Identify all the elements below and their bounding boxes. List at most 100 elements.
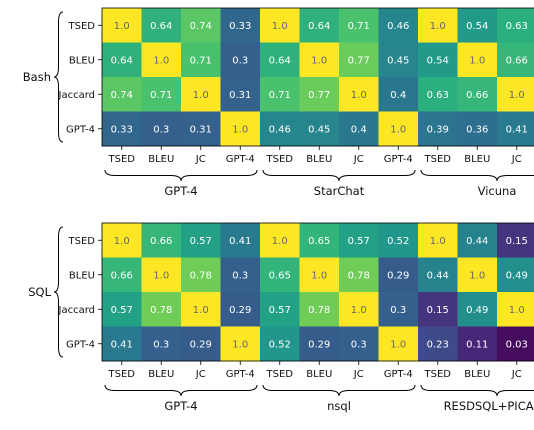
cell-value-label: 1.0 [469, 55, 485, 66]
heatmap-cell [260, 8, 300, 43]
heatmap-cell [260, 257, 300, 293]
cell-value-label: 0.66 [466, 90, 488, 101]
heatmap-cell [141, 111, 182, 147]
y-tick-label: Jaccard [58, 90, 95, 101]
cell-value-label: 0.63 [506, 21, 528, 32]
heatmap-cell [378, 326, 419, 362]
cell-value-label: 0.46 [269, 124, 291, 135]
cell-value-label: 0.3 [232, 55, 248, 66]
cell-value-label: 0.57 [111, 305, 133, 316]
heatmap-cell [497, 42, 534, 78]
heatmap-cell [497, 77, 534, 112]
cell-value-label: 0.66 [111, 270, 133, 281]
panel-label-bash-1: StarChat [314, 184, 365, 198]
cell-value-label: 0.78 [150, 305, 172, 316]
heatmap-frame [101, 222, 534, 362]
heatmap-cell [141, 326, 182, 362]
panel-brace [420, 169, 534, 182]
cell-value-label: 0.65 [269, 270, 291, 281]
cell-value-label: 0.29 [190, 339, 212, 350]
heatmap-cell [299, 8, 340, 43]
cell-value-label: 1.0 [509, 305, 525, 316]
heatmap-cell [378, 77, 419, 112]
x-tick-label: JC [195, 154, 206, 165]
cell-value-label: 0.74 [111, 90, 133, 101]
y-tick-label: TSED [68, 236, 96, 247]
heatmap-cell [220, 111, 261, 147]
heatmap-cell [102, 111, 142, 147]
cell-value-label: 0.66 [506, 55, 528, 66]
heatmap-cell [378, 292, 419, 327]
x-tick-label: TSED [108, 154, 136, 165]
heatmap-cell [220, 223, 261, 258]
cell-value-label: 0.64 [269, 55, 291, 66]
cell-value-label: 0.29 [229, 305, 251, 316]
heatmap-cell [181, 77, 221, 112]
cell-value-label: 1.0 [114, 21, 130, 32]
heatmap-cell [378, 257, 419, 293]
heatmap-cell [339, 8, 379, 43]
cell-value-label: 0.65 [308, 236, 330, 247]
cell-value-label: 1.0 [509, 90, 525, 101]
heatmap-cell [141, 8, 182, 43]
heatmap-cell [497, 223, 534, 258]
cell-value-label: 0.77 [308, 90, 330, 101]
heatmap-cell [299, 111, 340, 147]
cell-value-label: 1.0 [311, 55, 327, 66]
x-tick-label: BLEU [464, 154, 490, 165]
cell-value-label: 0.41 [506, 124, 528, 135]
heatmap-cell [260, 223, 300, 258]
cell-value-label: 1.0 [390, 339, 406, 350]
group-label-bash: Bash [23, 70, 51, 84]
cell-value-label: 0.41 [229, 236, 251, 247]
cell-value-label: 1.0 [153, 270, 169, 281]
heatmap-cell [181, 8, 221, 43]
cell-value-label: 0.49 [506, 270, 528, 281]
heatmap-cell [220, 77, 261, 112]
cell-value-label: 0.33 [111, 124, 133, 135]
heatmap-cell [141, 292, 182, 327]
x-tick-label: BLEU [306, 154, 332, 165]
heatmap-cell [181, 257, 221, 293]
cell-value-label: 0.44 [466, 236, 488, 247]
cell-value-label: 1.0 [114, 236, 130, 247]
heatmap-cell [457, 326, 498, 362]
cell-value-label: 1.0 [193, 305, 209, 316]
heatmap-cell [220, 326, 261, 362]
heatmap-cell [418, 42, 458, 78]
y-tick-label: TSED [68, 21, 96, 32]
heatmap-cell [418, 8, 458, 43]
cell-value-label: 0.71 [348, 21, 370, 32]
x-tick-label: TSED [108, 369, 136, 380]
y-tick-label: BLEU [69, 55, 95, 66]
cell-value-label: 0.39 [427, 124, 449, 135]
heatmap-cell [497, 292, 534, 327]
cell-value-label: 1.0 [153, 55, 169, 66]
cell-value-label: 0.45 [387, 55, 409, 66]
cell-value-label: 0.52 [269, 339, 291, 350]
heatmap-cell [339, 77, 379, 112]
heatmap-cell [181, 223, 221, 258]
heatmap-cell [497, 8, 534, 43]
heatmap-cell [102, 42, 142, 78]
panel-label-sql-0: GPT-4 [164, 399, 197, 413]
x-tick-label: TSED [424, 154, 452, 165]
heatmap-cell [181, 42, 221, 78]
cell-value-label: 0.23 [427, 339, 449, 350]
heatmap-cell [339, 42, 379, 78]
cell-value-label: 0.74 [190, 21, 212, 32]
cell-value-label: 1.0 [430, 21, 446, 32]
group-label-sql: SQL [28, 285, 51, 299]
heatmap-cell [378, 111, 419, 147]
heatmap-cell [102, 77, 142, 112]
x-tick-label: BLEU [148, 154, 174, 165]
heatmap-cell [497, 257, 534, 293]
heatmap-cell [418, 292, 458, 327]
cell-value-label: 0.78 [348, 270, 370, 281]
x-tick-label: GPT-4 [384, 369, 413, 380]
heatmap-cell [260, 42, 300, 78]
heatmap-cell [260, 292, 300, 327]
x-tick-label: BLEU [148, 369, 174, 380]
heatmap-cell [102, 257, 142, 293]
panel-brace [420, 384, 534, 397]
